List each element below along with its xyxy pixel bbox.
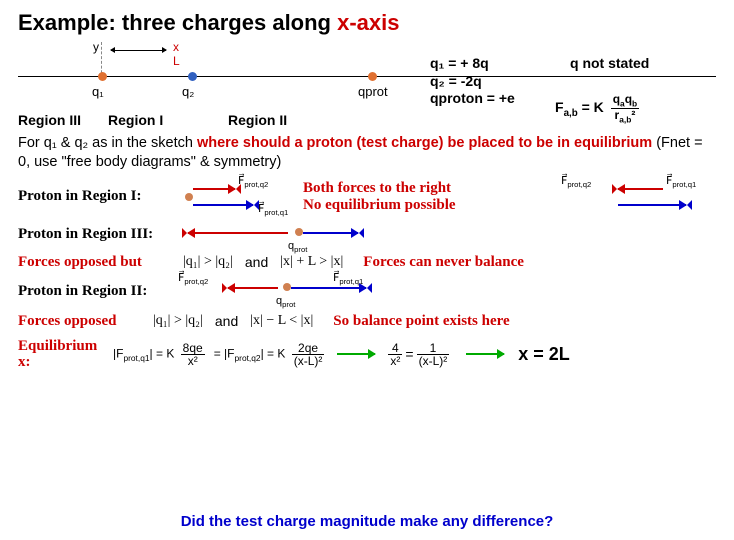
x-axis-line bbox=[18, 76, 716, 77]
r3-and: and bbox=[245, 254, 268, 270]
r2-and: and bbox=[215, 313, 238, 329]
force-label-q1: F⃗prot,q1 bbox=[258, 202, 288, 217]
implies-arrow-2 bbox=[466, 349, 504, 359]
para-a: For q₁ & q₂ as in the sketch bbox=[18, 135, 197, 151]
r2-result: So balance point exists here bbox=[333, 313, 509, 330]
region-2-analysis: Proton in Region II: F⃗prot,q2 F⃗prot,q1… bbox=[18, 277, 716, 307]
arrow-r3-r bbox=[303, 228, 358, 238]
dot-r2 bbox=[283, 283, 291, 291]
qprot-label: qprot bbox=[358, 84, 388, 99]
equilibrium-result: x = 2L bbox=[518, 344, 570, 365]
page-title: Example: three charges along x-axis bbox=[0, 0, 734, 40]
final-question: Did the test charge magnitude make any d… bbox=[0, 513, 734, 530]
r2-opposed: Forces opposed bbox=[18, 313, 153, 330]
title-axis: x-axis bbox=[337, 10, 399, 35]
q1-dot bbox=[98, 72, 107, 81]
region-2-label: Region II bbox=[228, 112, 287, 128]
y-label: y bbox=[93, 40, 99, 54]
region-1-label: Region I bbox=[108, 112, 228, 128]
f-label: F⃗prot,q2 bbox=[561, 174, 591, 189]
r3-ineq2: |x| + L > |x| bbox=[280, 254, 343, 270]
region-1-analysis: Proton in Region I: F⃗prot,q2 F⃗prot,q1 … bbox=[18, 178, 716, 216]
force-label-q2: F⃗prot,q2 bbox=[238, 174, 268, 189]
r3-result: Forces can never balance bbox=[363, 254, 524, 271]
region-3-label-text: Proton in Region III: bbox=[18, 226, 183, 243]
arrow-r bbox=[618, 200, 686, 210]
proton-dot bbox=[185, 193, 193, 201]
x-label: x bbox=[173, 40, 179, 54]
para-b: where should a proton (test charge) be p… bbox=[197, 135, 652, 151]
L-arrow bbox=[111, 50, 166, 51]
q2-dot bbox=[188, 72, 197, 81]
axis-diagram: y x L q₁ q₂ qprot bbox=[18, 40, 716, 112]
r2-ineq1: |q₁| > |q₂| bbox=[153, 313, 203, 329]
q2-label: q₂ bbox=[182, 84, 194, 99]
force-arrow-q1 bbox=[193, 200, 253, 210]
region-3-label: Region III bbox=[18, 112, 108, 128]
region-2-label-text: Proton in Region II: bbox=[18, 283, 183, 300]
region-2-preview: F⃗prot,q2 F⃗prot,q1 bbox=[566, 178, 716, 216]
region-3-analysis: Proton in Region III: qprot bbox=[18, 222, 716, 248]
r1-msg2: No equilibrium possible bbox=[303, 197, 456, 214]
qprot-dot bbox=[368, 72, 377, 81]
eq-label: Equilibriumx: bbox=[18, 338, 113, 371]
r3-ineq1: |q₁| > |q₂| bbox=[183, 254, 233, 270]
r1-msg1: Both forces to the right bbox=[303, 180, 456, 197]
implies-arrow-1 bbox=[337, 349, 375, 359]
r2-ineq2: |x| − L < |x| bbox=[250, 313, 313, 329]
region-2-conclusion: Forces opposed |q₁| > |q₂| and |x| − L <… bbox=[18, 313, 716, 330]
arrow-l bbox=[618, 184, 663, 194]
equilibrium-equation: Equilibriumx: |Fprot,q1| = K 8qex² = |Fp… bbox=[18, 338, 716, 371]
region-1-label-text: Proton in Region I: bbox=[18, 188, 183, 205]
arrow-r3-l bbox=[188, 228, 288, 238]
region-1-result: Both forces to the right No equilibrium … bbox=[303, 180, 456, 214]
arrow-r2-l bbox=[228, 283, 278, 293]
title-text: Example: three charges along bbox=[18, 10, 337, 35]
dot-r3 bbox=[295, 228, 303, 236]
q1-label: q₁ bbox=[92, 84, 104, 99]
f-label2: F⃗prot,q1 bbox=[666, 174, 696, 189]
r3-opposed: Forces opposed but bbox=[18, 254, 183, 271]
L-label: L bbox=[173, 54, 180, 68]
problem-statement: For q₁ & q₂ as in the sketch where shoul… bbox=[18, 134, 716, 172]
region-3-conclusion: Forces opposed but |q₁| > |q₂| and |x| +… bbox=[18, 254, 716, 271]
force-arrow-q2 bbox=[193, 184, 235, 194]
